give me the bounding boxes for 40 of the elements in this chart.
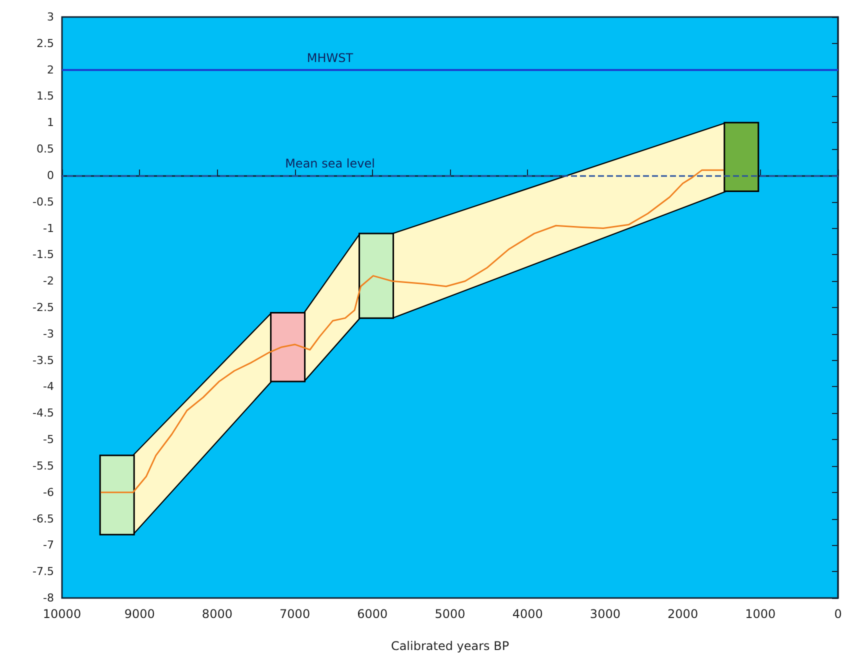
y-tick-label: -2 bbox=[43, 274, 54, 288]
y-tick-label: -6.5 bbox=[32, 512, 54, 526]
y-tick-label: -5.5 bbox=[32, 459, 54, 472]
y-tick-label: 0 bbox=[47, 168, 54, 182]
y-tick-label: -6 bbox=[43, 486, 54, 499]
y-tick-label: -0.5 bbox=[32, 195, 54, 208]
line-series bbox=[100, 169, 724, 494]
x-tick-label: 0 bbox=[834, 607, 842, 621]
y-tick-label: 2 bbox=[47, 63, 54, 76]
x-tick-label: 2000 bbox=[668, 607, 698, 621]
y-tick-label: -3 bbox=[43, 327, 54, 340]
ref-line-label: Mean sea level bbox=[285, 156, 375, 170]
x-tick-label: 4000 bbox=[512, 607, 543, 621]
y-tick-label: 1.5 bbox=[36, 90, 54, 103]
x-tick-label: 7000 bbox=[280, 607, 310, 621]
x-tick-label: 1000 bbox=[745, 607, 776, 621]
y-tick-label: -7.5 bbox=[32, 565, 54, 578]
x-tick-label: 10000 bbox=[42, 607, 82, 621]
x-tick-label: 9000 bbox=[124, 607, 155, 621]
ref-line-label: MHWST bbox=[306, 50, 354, 65]
y-tick-label: -1.5 bbox=[32, 248, 54, 262]
y-tick-label: -8 bbox=[43, 592, 54, 604]
y-tick-label: 3 bbox=[47, 10, 54, 24]
x-tick-label: 8000 bbox=[202, 607, 232, 621]
y-tick-label: -1 bbox=[43, 222, 54, 235]
y-tick-label: -4.5 bbox=[32, 406, 54, 420]
y-tick-label: -5 bbox=[43, 433, 54, 446]
y-tick-label: -4 bbox=[43, 380, 54, 394]
bar bbox=[270, 312, 306, 382]
x-tick-label: 5000 bbox=[434, 607, 466, 621]
y-tick-label: 1 bbox=[47, 116, 54, 130]
bar bbox=[358, 232, 394, 319]
y-tick-label: 0.5 bbox=[36, 142, 54, 156]
y-tick-label: 2.5 bbox=[36, 36, 54, 50]
x-axis-title: Calibrated years BP bbox=[390, 639, 510, 653]
x-tick-label: 6000 bbox=[357, 607, 388, 621]
y-tick-label: -3.5 bbox=[32, 354, 54, 367]
y-tick-label: -7 bbox=[43, 538, 54, 552]
x-tick-label: 3000 bbox=[590, 607, 620, 621]
y-tick-label: -2.5 bbox=[32, 301, 54, 314]
